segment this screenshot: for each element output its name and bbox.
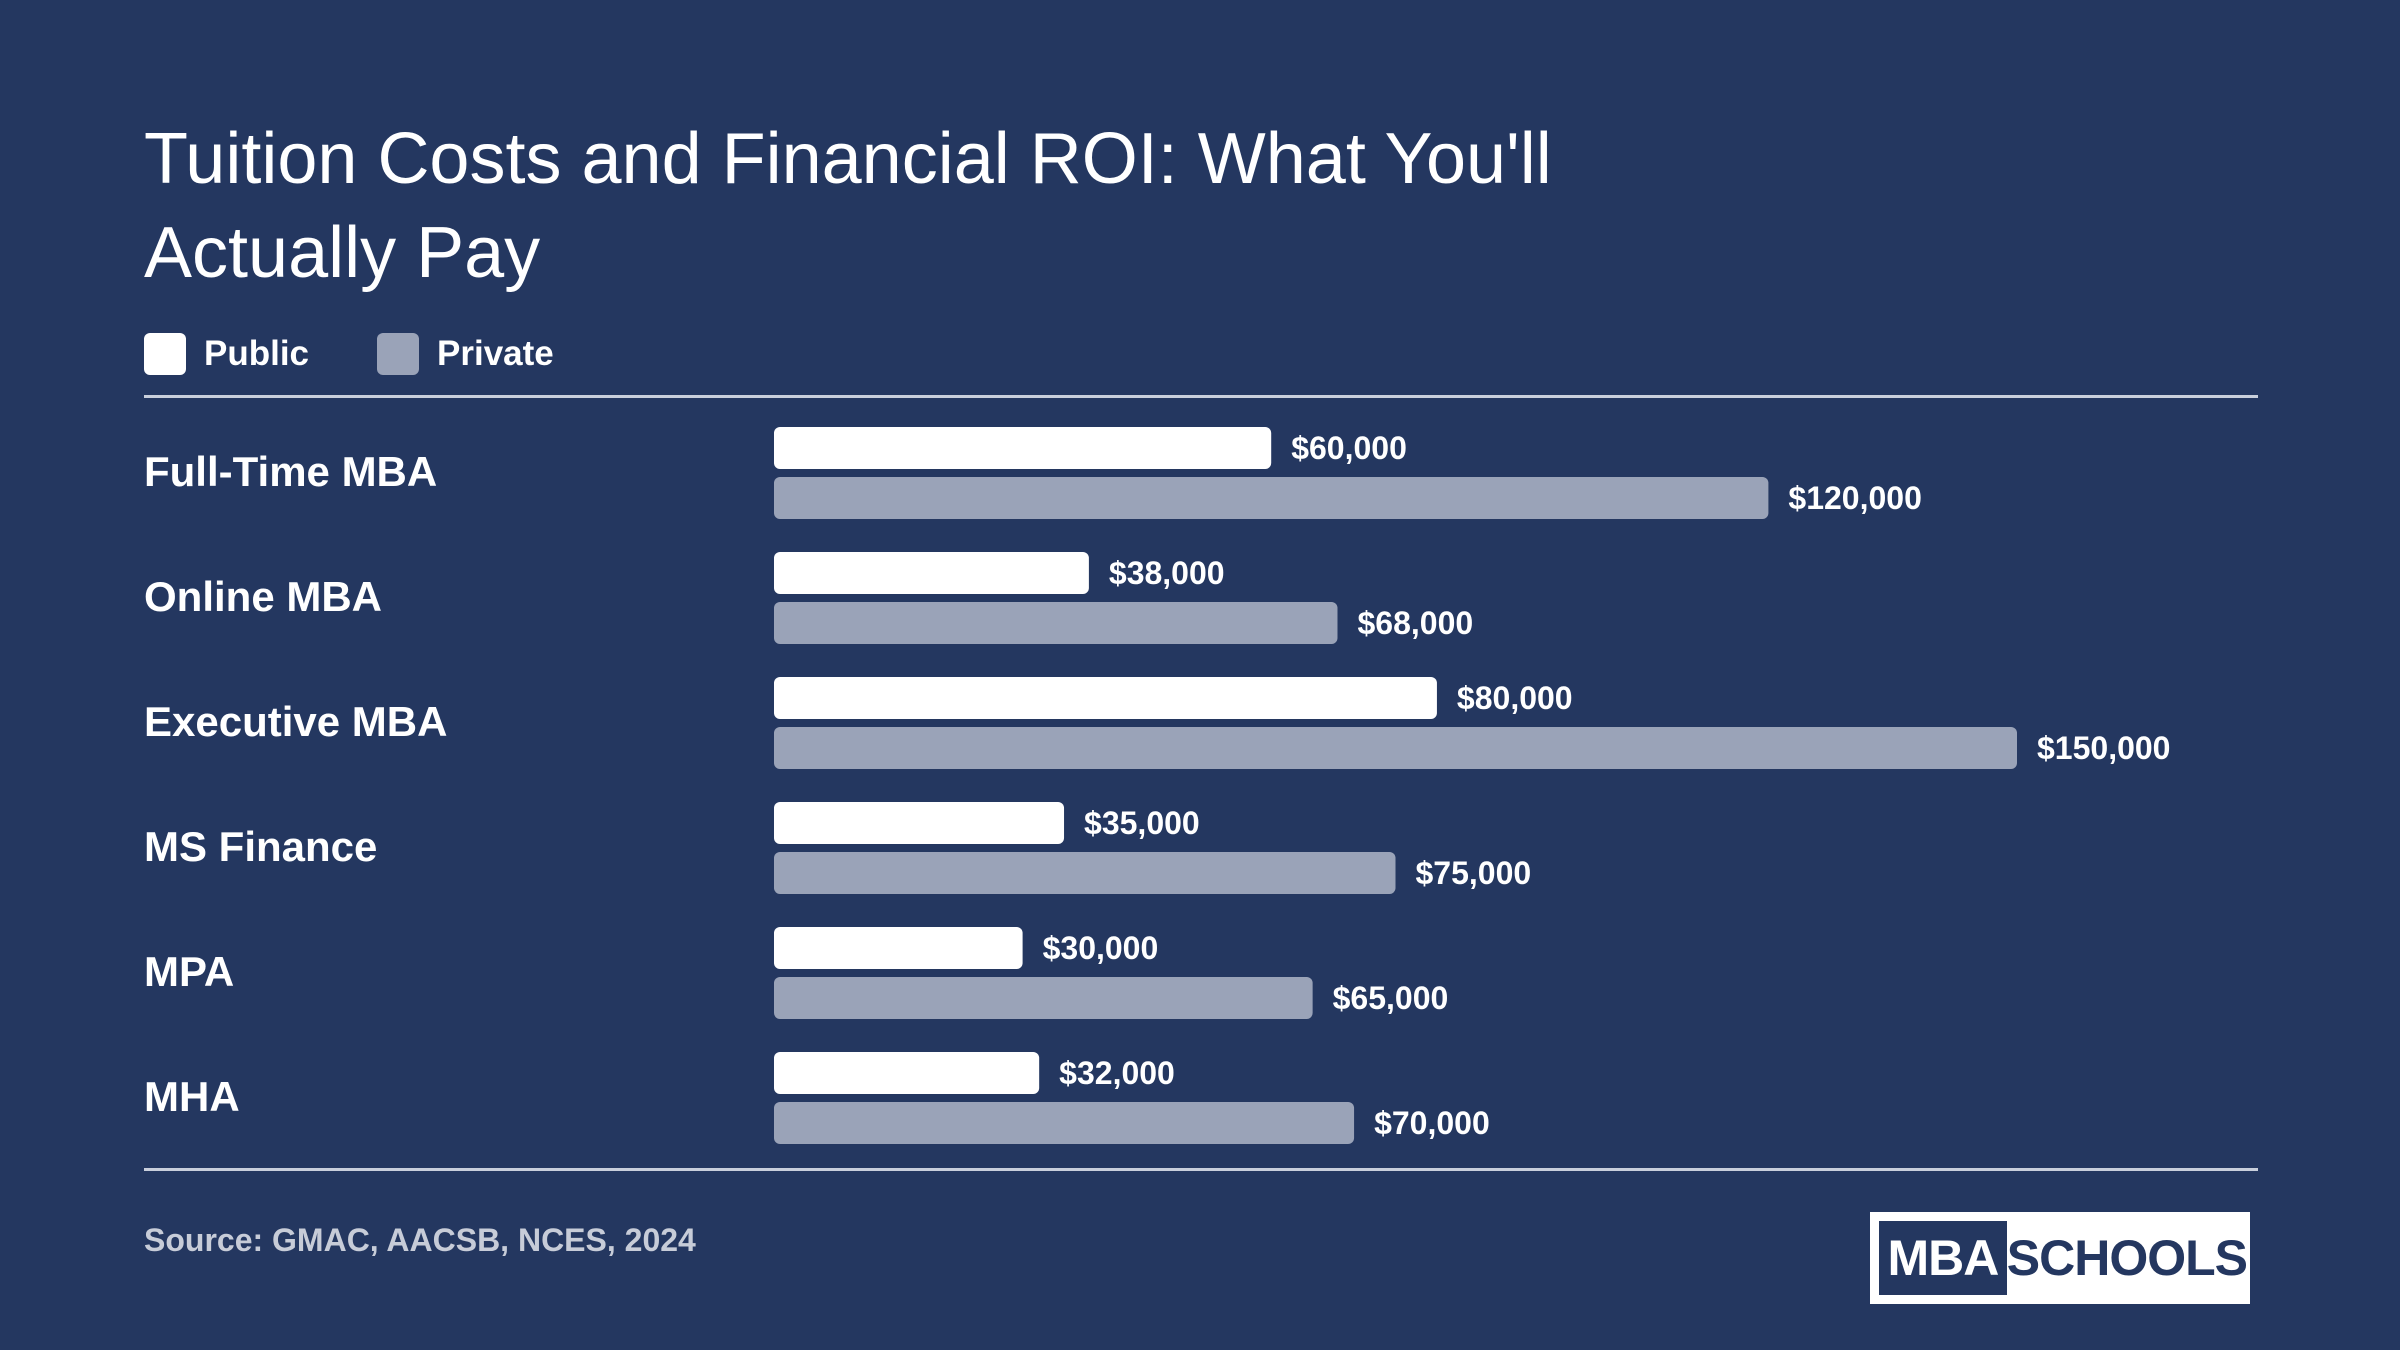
bar-public-online-mba bbox=[774, 552, 1089, 594]
category-label-mpa: MPA bbox=[144, 948, 234, 995]
legend-swatch-public bbox=[144, 333, 186, 375]
value-label-private-full-time-mba: $120,000 bbox=[1788, 480, 1921, 516]
bar-private-online-mba bbox=[774, 602, 1338, 644]
value-label-private-ms-finance: $75,000 bbox=[1416, 855, 1532, 891]
mba-schools-logo: MBA SCHOOLS bbox=[1870, 1212, 2250, 1304]
chart-title: Tuition Costs and Financial ROI: What Yo… bbox=[144, 119, 1552, 293]
legend: Public Private bbox=[144, 333, 622, 375]
top-divider bbox=[144, 395, 2258, 398]
value-label-public-mha: $32,000 bbox=[1059, 1055, 1175, 1091]
bar-public-full-time-mba bbox=[774, 427, 1272, 469]
legend-item-private: Private bbox=[377, 333, 554, 375]
legend-swatch-private bbox=[377, 333, 420, 375]
bar-private-full-time-mba bbox=[774, 477, 1769, 519]
legend-label-private: Private bbox=[437, 334, 554, 373]
logo-mba-text: MBA bbox=[1879, 1221, 2007, 1295]
legend-item-public: Public bbox=[144, 333, 309, 375]
bar-private-mha bbox=[774, 1102, 1355, 1144]
value-label-public-full-time-mba: $60,000 bbox=[1291, 430, 1407, 466]
bar-private-ms-finance bbox=[774, 852, 1396, 894]
legend-label-public: Public bbox=[204, 334, 310, 373]
logo-schools-text: SCHOOLS bbox=[2006, 1230, 2248, 1286]
bar-public-ms-finance bbox=[774, 802, 1065, 844]
category-label-ms-finance: MS Finance bbox=[144, 823, 377, 870]
category-label-executive-mba: Executive MBA bbox=[144, 698, 447, 745]
category-label-online-mba: Online MBA bbox=[144, 573, 382, 620]
bottom-divider bbox=[144, 1168, 2258, 1171]
category-label-mha: MHA bbox=[144, 1073, 240, 1120]
category-label-full-time-mba: Full-Time MBA bbox=[144, 448, 437, 495]
value-label-private-mpa: $65,000 bbox=[1333, 980, 1449, 1016]
value-label-public-mpa: $30,000 bbox=[1043, 930, 1159, 966]
bar-private-mpa bbox=[774, 977, 1313, 1019]
bar-public-mha bbox=[774, 1052, 1040, 1094]
bar-private-executive-mba bbox=[774, 727, 2017, 769]
source-note: Source: GMAC, AACSB, NCES, 2024 bbox=[144, 1222, 696, 1258]
bar-public-mpa bbox=[774, 927, 1023, 969]
value-label-public-executive-mba: $80,000 bbox=[1457, 680, 1573, 716]
bar-chart: Full-Time MBA $60,000 $120,000 Online MBA $3… bbox=[144, 427, 2170, 1144]
value-label-public-ms-finance: $35,000 bbox=[1084, 805, 1200, 841]
value-label-private-mha: $70,000 bbox=[1374, 1105, 1490, 1141]
value-label-public-online-mba: $38,000 bbox=[1109, 555, 1225, 591]
value-label-private-executive-mba: $150,000 bbox=[2037, 730, 2170, 766]
value-label-private-online-mba: $68,000 bbox=[1357, 605, 1473, 641]
bar-public-executive-mba bbox=[774, 677, 1437, 719]
